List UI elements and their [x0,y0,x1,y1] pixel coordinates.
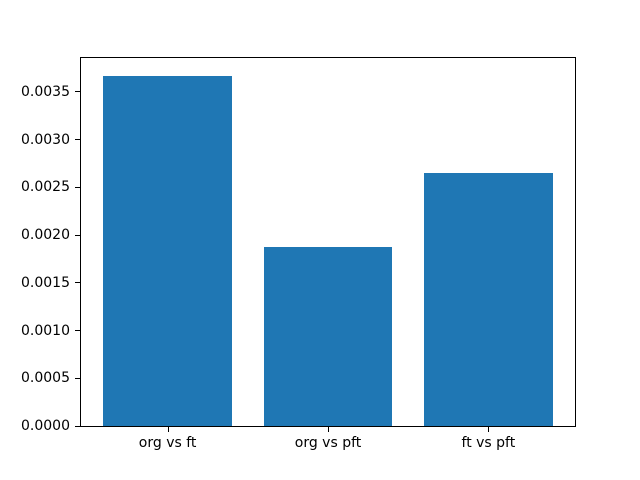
bar-0 [103,75,232,426]
y-tick-label-7: 0.0035 [21,83,70,100]
x-tick-mark-1 [328,427,329,432]
y-tick-label-6: 0.0030 [21,131,70,148]
y-tick-mark-6 [75,139,80,141]
y-tick-label-2: 0.0010 [21,322,70,339]
y-tick-mark-7 [75,91,80,93]
y-tick-mark-0 [75,425,80,427]
y-tick-label-3: 0.0015 [21,274,70,291]
x-tick-mark-2 [488,427,490,432]
x-tick-label-1: org vs pft [294,435,362,451]
x-tick-mark-0 [167,427,169,432]
plot-area [80,57,576,427]
y-tick-mark-2 [75,330,80,331]
x-tick-label-2: ft vs pft [461,435,516,451]
y-tick-mark-4 [75,234,80,236]
bar-2 [424,172,553,426]
y-tick-mark-5 [75,186,80,188]
y-tick-label-0: 0.0000 [21,418,70,434]
y-tick-label-1: 0.0005 [21,370,70,387]
y-tick-label-5: 0.0025 [21,179,70,196]
x-tick-label-0: org vs ft [138,435,197,451]
y-tick-mark-3 [75,282,80,284]
y-tick-mark-1 [75,377,80,379]
bar-1 [263,247,393,426]
y-tick-label-4: 0.0020 [21,227,70,244]
